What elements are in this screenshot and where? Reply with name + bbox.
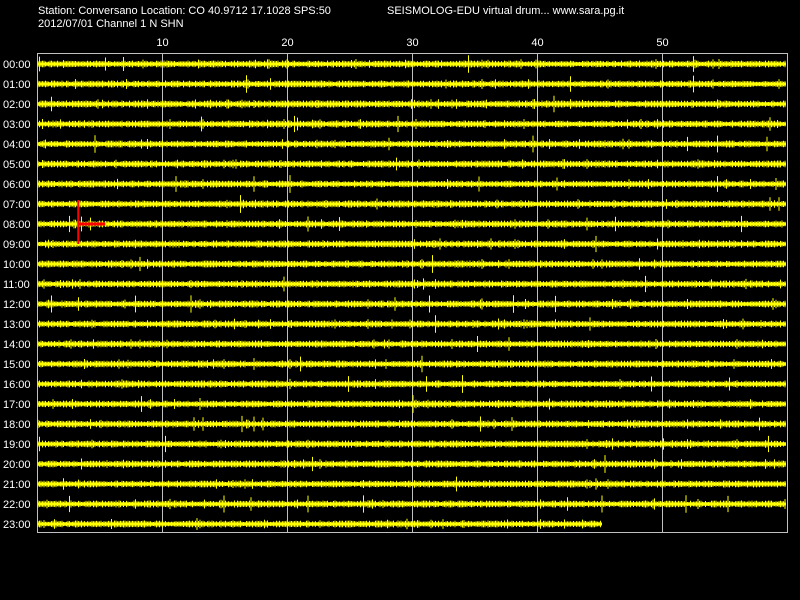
trace-noise [37,75,786,93]
hour-label: 14:00 [3,339,31,351]
trace-noise [37,395,786,413]
hour-label: 03:00 [3,119,31,131]
trace-noise [37,415,786,433]
hour-label: 10:00 [3,259,31,271]
hour-label: 16:00 [3,379,31,391]
trace-noise [37,157,786,171]
trace-noise [37,295,786,313]
hour-label: 23:00 [3,519,31,531]
trace-noise [37,495,786,513]
hour-label: 00:00 [3,59,31,71]
hour-label: 19:00 [3,439,31,451]
program-title: SEISMOLOG-EDU virtual drum... www.sara.p… [387,5,625,17]
hour-label: 08:00 [3,219,31,231]
trace-noise [37,175,786,193]
station-info: Station: Conversano Location: CO 40.9712… [38,5,331,17]
hour-label: 07:00 [3,199,31,211]
date-channel-info: 2012/07/01 Channel 1 N SHN [38,18,184,30]
trace-noise [37,235,786,253]
hour-label: 02:00 [3,99,31,111]
hour-label: 06:00 [3,179,31,191]
trace-noise [37,275,786,293]
trace-noise [37,336,786,352]
trace-noise [37,95,786,113]
hour-label: 12:00 [3,299,31,311]
trace-noise [37,476,786,492]
hour-label: 21:00 [3,479,31,491]
trace-noise [37,355,786,373]
hour-label: 15:00 [3,359,31,371]
hour-label: 01:00 [3,79,31,91]
minute-label: 10 [156,37,168,49]
trace-noise [37,215,786,233]
hour-label: 09:00 [3,239,31,251]
trace-noise [37,195,786,213]
minute-label: 20 [281,37,293,49]
trace-noise [37,115,786,133]
trace-noise [37,315,786,333]
trace-noise [37,255,786,273]
hour-label: 22:00 [3,499,31,511]
trace-noise [37,518,601,530]
hour-label: 05:00 [3,159,31,171]
hour-label: 11:00 [3,279,30,291]
trace-noise [37,55,786,73]
trace-noise [37,135,786,153]
trace-noise [37,435,786,453]
minute-label: 50 [656,37,668,49]
hour-label: 18:00 [3,419,31,431]
trace-noise [37,375,786,393]
hour-label: 04:00 [3,139,31,151]
minute-label: 40 [531,37,543,49]
hour-label: 20:00 [3,459,31,471]
hour-label: 13:00 [3,319,31,331]
trace-noise [37,455,786,473]
hour-label: 17:00 [3,399,31,411]
minute-label: 30 [406,37,418,49]
